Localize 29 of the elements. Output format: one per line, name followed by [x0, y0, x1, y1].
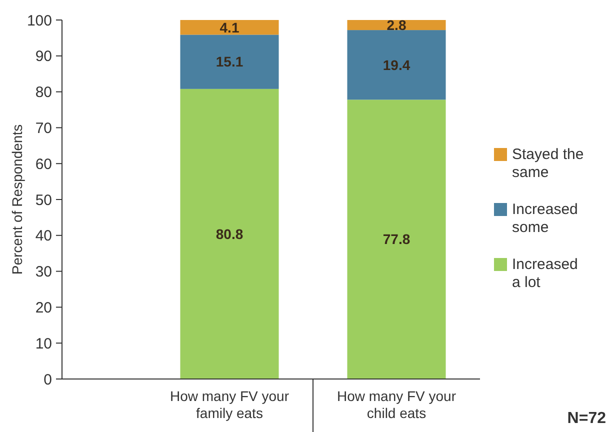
bar — [347, 100, 446, 379]
data-label: 80.8 — [216, 226, 244, 242]
y-tick-label: 50 — [35, 192, 52, 209]
x-tick-label: How many FV your family eats — [170, 388, 290, 421]
data-label: 19.4 — [382, 56, 410, 73]
data-label: 77.8 — [382, 231, 410, 248]
y-tick-label: 20 — [35, 299, 52, 316]
y-tick-label: 100 — [26, 12, 52, 30]
legend-label: Stayed the same — [512, 146, 584, 181]
data-label: 2.8 — [386, 16, 406, 33]
data-label: 15.1 — [216, 54, 244, 70]
bar — [180, 34, 279, 89]
y-tick-label: 80 — [35, 84, 52, 102]
bar — [347, 30, 446, 100]
legend-label: Increased a lot — [512, 256, 578, 291]
bar — [180, 20, 279, 35]
y-tick-label: 30 — [35, 264, 52, 281]
text: N=72 — [567, 410, 606, 427]
y-tick-label: 60 — [35, 156, 52, 173]
bar — [180, 88, 279, 379]
y-tick-label: 10 — [35, 335, 52, 352]
y-tick-label: 70 — [35, 120, 52, 137]
x-tick-label: How many FV your child eats — [336, 388, 456, 421]
legend-label: Increased some — [512, 201, 578, 236]
data-label: 4.1 — [220, 19, 240, 36]
y-tick-label: 40 — [35, 228, 52, 245]
y-tick-label: 90 — [35, 48, 52, 66]
y-axis-title: Percent of Respondents — [9, 124, 25, 275]
y-tick-label: 0 — [44, 371, 52, 388]
